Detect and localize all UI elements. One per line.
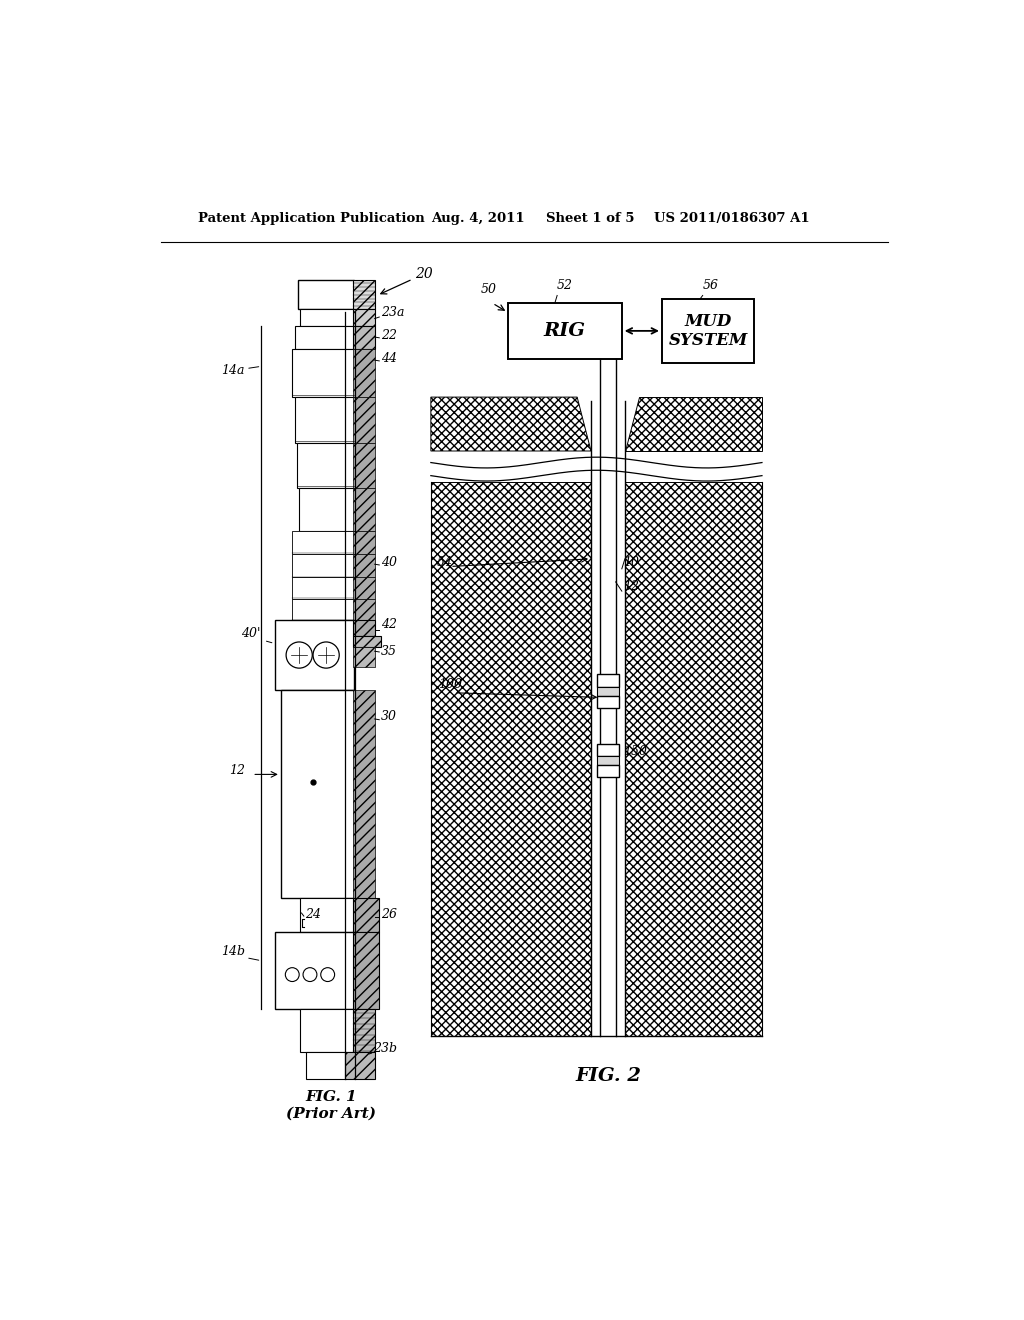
Bar <box>597 743 618 756</box>
Bar <box>597 696 618 708</box>
Text: 42: 42 <box>381 618 397 631</box>
Text: 100: 100 <box>438 678 463 692</box>
Bar <box>353 1010 375 1052</box>
Bar <box>300 898 354 932</box>
Bar <box>597 686 618 696</box>
Text: 40': 40' <box>241 627 260 640</box>
Bar <box>662 298 755 363</box>
Bar <box>295 326 354 350</box>
Bar <box>508 304 622 359</box>
Bar <box>597 756 618 766</box>
Text: FIG. 1
(Prior Art): FIG. 1 (Prior Art) <box>286 1090 376 1121</box>
Text: 26: 26 <box>381 908 397 920</box>
Text: 30: 30 <box>381 710 397 723</box>
Text: 54: 54 <box>436 557 453 569</box>
Bar <box>292 599 354 620</box>
Text: 23b: 23b <box>373 1041 397 1055</box>
Bar <box>292 350 354 397</box>
Text: 23a: 23a <box>381 306 404 319</box>
Bar <box>353 488 375 531</box>
Polygon shape <box>431 482 591 1036</box>
Text: 14a: 14a <box>221 364 245 378</box>
Bar <box>306 1052 346 1078</box>
Text: 44: 44 <box>381 352 397 366</box>
Bar <box>292 577 354 599</box>
Text: 56: 56 <box>702 280 719 292</box>
Text: Aug. 4, 2011: Aug. 4, 2011 <box>431 213 524 224</box>
Bar <box>298 280 354 309</box>
Bar <box>345 1052 376 1078</box>
Text: FIG. 2: FIG. 2 <box>574 1067 641 1085</box>
Bar <box>353 689 375 898</box>
Bar <box>353 898 379 932</box>
Polygon shape <box>625 482 762 1036</box>
Text: Sheet 1 of 5: Sheet 1 of 5 <box>547 213 635 224</box>
Bar <box>353 620 375 636</box>
Bar <box>353 577 375 599</box>
Text: 24: 24 <box>304 908 321 920</box>
Bar <box>597 766 618 777</box>
Text: Patent Application Publication: Patent Application Publication <box>199 213 425 224</box>
Bar <box>353 350 375 397</box>
Text: 10: 10 <box>624 557 639 569</box>
Bar <box>353 647 375 667</box>
Text: 40: 40 <box>381 557 397 569</box>
Bar <box>353 554 375 577</box>
Text: 22: 22 <box>381 330 397 342</box>
Bar <box>353 599 375 620</box>
Bar <box>353 280 375 309</box>
Bar <box>281 689 354 898</box>
Bar <box>274 932 354 1010</box>
Text: MUD
SYSTEM: MUD SYSTEM <box>669 313 748 350</box>
Bar <box>353 444 375 488</box>
Bar <box>353 636 381 647</box>
Bar <box>292 531 354 554</box>
Bar <box>300 1010 354 1052</box>
Text: 50: 50 <box>481 284 497 296</box>
Bar <box>353 309 375 326</box>
Text: 12: 12 <box>624 579 639 593</box>
Text: 20: 20 <box>381 267 433 294</box>
Polygon shape <box>431 397 591 451</box>
Bar <box>597 675 618 686</box>
Text: 12: 12 <box>229 764 245 777</box>
Bar <box>353 326 375 350</box>
Bar <box>297 444 354 488</box>
Bar <box>295 397 354 444</box>
Polygon shape <box>625 397 762 451</box>
Text: RIG: RIG <box>544 322 586 339</box>
Text: 14b: 14b <box>221 945 246 958</box>
Text: 150: 150 <box>624 746 647 758</box>
Text: 52: 52 <box>557 280 573 292</box>
Bar <box>353 397 375 444</box>
Bar <box>292 554 354 577</box>
Bar <box>353 531 375 554</box>
Bar <box>299 488 354 531</box>
Text: US 2011/0186307 A1: US 2011/0186307 A1 <box>654 213 810 224</box>
Bar <box>353 932 379 1010</box>
Bar <box>300 309 354 326</box>
Bar <box>274 620 354 689</box>
Text: 35: 35 <box>381 645 397 659</box>
